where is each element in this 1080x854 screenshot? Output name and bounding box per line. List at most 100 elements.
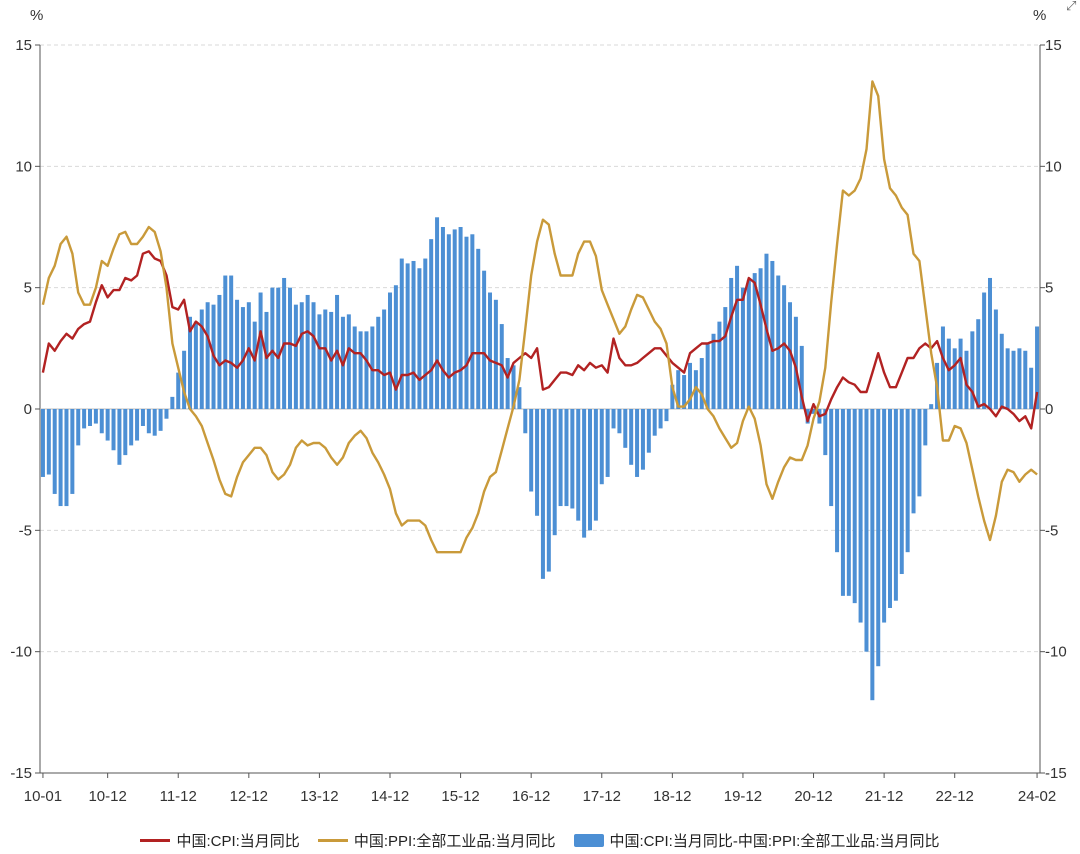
y-tick-label-left: -10 [10,644,32,661]
spread-bar [623,409,628,448]
spread-bar [870,409,875,701]
x-tick-label: 24-02 [1018,788,1056,805]
spread-bar [705,343,710,409]
legend-item-cpi[interactable]: 中国:CPI:当月同比 [140,830,300,851]
spread-bar [552,409,557,536]
spread-bar [746,280,751,409]
spread-bar [1017,348,1022,409]
spread-bar [446,234,451,409]
spread-bar [229,275,234,409]
spread-bar [293,304,298,409]
unit-left: % [30,7,43,24]
x-tick-label: 15-12 [441,788,479,805]
spread-bar [188,316,192,409]
spread-bar [46,409,51,475]
spread-bar [946,338,951,409]
spread-bar [999,333,1004,409]
spread-bar [370,326,375,409]
x-tick-label: 22-12 [936,788,974,805]
spread-bar [88,409,92,426]
ppi-line [41,80,1038,554]
spread-bar [640,409,645,470]
spread-bar [893,409,898,601]
spread-bar [1005,348,1010,409]
spread-bar [358,331,363,409]
spread-bar [952,348,957,409]
x-tick-label: 14-12 [371,788,409,805]
spread-bar [252,321,257,409]
spread-bar [829,409,834,507]
legend-item-ppi[interactable]: 中国:PPI:全部工业品:当月同比 [317,830,556,851]
spread-bar [111,409,116,451]
spread-bar [70,409,75,494]
legend-label-cpi: 中国:CPI:当月同比 [176,833,300,850]
x-tick-label: 21-12 [865,788,903,805]
spread-bar [435,217,440,409]
spread-bar [352,326,357,409]
spread-bar [317,314,322,409]
spread-bar [976,319,981,409]
x-tick-label: 16-12 [512,788,550,805]
spread-bar [835,409,840,553]
spread-bar [682,375,687,409]
y-tick-label-right: 0 [1045,401,1053,418]
spread-bar [158,409,163,431]
spread-bar [364,331,369,409]
spread-bar [758,268,763,409]
spread-bar [923,409,928,446]
spread-bar [52,409,57,494]
legend-swatch-cpi [140,839,171,842]
spread-bar [970,331,975,409]
spread-bar [505,358,510,409]
legend-item-spread[interactable]: 中国:CPI:当月同比-中国:PPI:全部工业品:当月同比 [573,830,940,851]
spread-bar [576,409,581,521]
spread-bar [423,258,428,409]
spread-bar [752,273,757,409]
spread-bar [199,309,204,409]
spread-bar [670,384,675,409]
y-tick-label-left: 10 [15,158,32,175]
spread-bar [193,321,198,409]
spread-bar [452,229,457,409]
spread-bar [788,302,792,409]
spread-bar [782,285,787,409]
legend-label-ppi: 中国:PPI:全部工业品:当月同比 [353,833,556,850]
spread-bar [276,287,281,409]
spread-bar [582,409,587,538]
spread-bar [558,409,563,507]
spread-bar [823,409,828,456]
spread-bar [929,404,934,409]
spread-bar [958,338,963,409]
chart: % % 15 15 10 10 5 5 0 0 -5 -5 -10 -10 -15 -15 10-01 10-12… [10,7,1066,805]
unit-right: % [1033,7,1046,24]
spread-bar [888,409,892,608]
spread-bar [517,387,522,409]
spread-bar [546,409,551,572]
spread-bar [76,409,81,446]
spread-bar [170,396,175,409]
spread-bar [146,409,151,434]
spread-bar [64,409,69,507]
spread-bar [305,294,310,409]
spread-bar [323,309,328,409]
legend-swatch-spread [573,834,604,847]
spread-bar [258,292,263,409]
spread-bar [811,409,816,414]
spread-bar [611,409,616,429]
spread-bar [152,409,157,436]
spread-bar [388,292,392,409]
spread-bar [846,409,851,596]
spread-bar [1029,367,1034,409]
expand-icon[interactable]: ⤢ [1066,0,1077,13]
spread-bar [82,409,87,429]
spread-bar [411,260,416,409]
spread-bar [270,287,275,409]
legend: 中国:CPI:当月同比 中国:PPI:全部工业品:当月同比 中国:CPI:当月同… [0,830,1080,851]
spread-bar [376,316,381,409]
y-tick-label-right: 15 [1045,37,1062,54]
spread-bar [740,287,745,409]
spread-bar [940,326,945,409]
spread-bar [540,409,545,579]
x-tick-label: 20-12 [794,788,832,805]
spread-bar [223,275,228,409]
